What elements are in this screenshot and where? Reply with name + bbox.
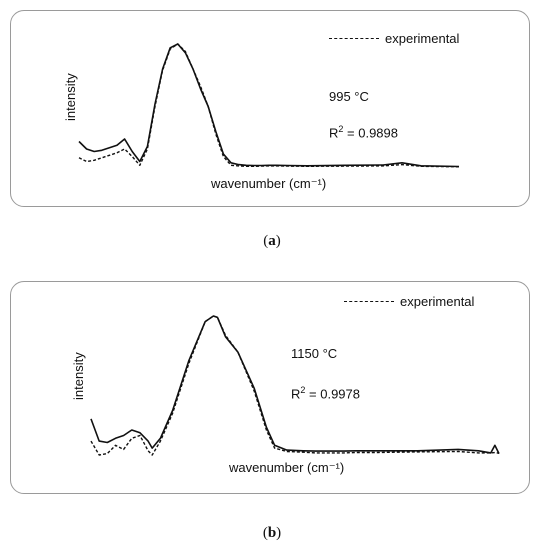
r-squared-a: R2 = 0.9898: [329, 124, 398, 141]
chart-a-plot: [78, 43, 460, 168]
legend-a: experimental: [329, 31, 459, 46]
series-line-b-fitted: [90, 315, 500, 454]
legend-b: experimental: [344, 294, 474, 309]
temperature-b: 1150 °C: [291, 346, 338, 361]
r-squared-b: R2 = 0.9978: [291, 385, 360, 402]
series-line-a-experimental: [78, 43, 460, 168]
chart-panel-b: experimental 1150 °C R2 = 0.9978 intensi…: [10, 281, 530, 494]
caption-a: (a): [263, 233, 281, 249]
x-axis-label-b: wavenumber (cm⁻¹): [229, 460, 345, 475]
series-line-b-experimental: [90, 315, 500, 456]
legend-a-dashed-swatch: [329, 38, 379, 39]
legend-a-label: experimental: [385, 31, 460, 46]
temperature-a: 995 °C: [329, 89, 369, 104]
caption-b: (b): [262, 525, 282, 541]
series-line-a-fitted: [78, 43, 460, 168]
y-axis-label-a: intensity: [63, 73, 78, 121]
x-axis-label-a: wavenumber (cm⁻¹): [211, 176, 327, 191]
y-axis-label-b: intensity: [71, 352, 86, 400]
legend-b-dashed-swatch: [344, 301, 394, 302]
chart-panel-a: experimental 995 °C R2 = 0.9898 intensit…: [10, 10, 530, 207]
legend-b-label: experimental: [400, 294, 475, 309]
chart-b-plot: [90, 315, 500, 456]
